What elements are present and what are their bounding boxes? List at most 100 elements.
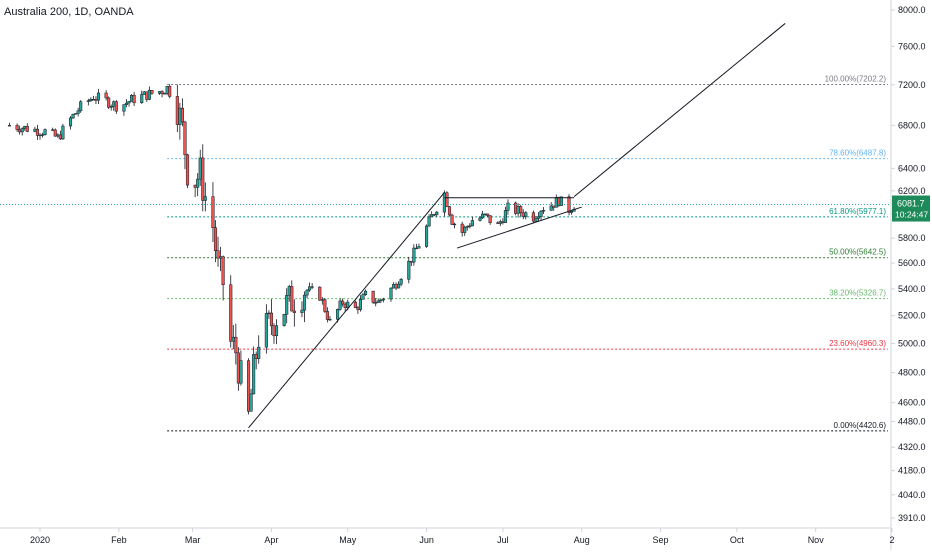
y-tick-label: 4040.0 xyxy=(898,490,926,500)
candle-body xyxy=(539,210,543,217)
candle-body xyxy=(79,101,83,112)
trendline-support xyxy=(248,192,445,429)
chart-title: Australia 200, 1D, OANDA xyxy=(4,6,134,18)
candle-body xyxy=(399,279,403,285)
x-tick-label: 2 xyxy=(889,535,894,545)
candle-body xyxy=(53,129,57,137)
x-tick-label: Nov xyxy=(808,535,825,545)
candle-body xyxy=(356,307,360,310)
x-tick-label: Oct xyxy=(730,535,745,545)
candle-body xyxy=(569,211,574,213)
candle-body xyxy=(361,294,365,300)
candle-body xyxy=(38,134,42,137)
candle-body xyxy=(463,226,467,233)
candle-body xyxy=(157,91,162,94)
candle-body xyxy=(43,129,47,135)
candle-body xyxy=(465,226,469,228)
candle-body xyxy=(178,107,182,125)
candle-body xyxy=(198,157,202,180)
y-tick-label: 6800.0 xyxy=(898,120,926,130)
candle-body xyxy=(450,214,454,225)
candle-body xyxy=(94,99,98,101)
candle-body xyxy=(442,192,446,213)
candle-body xyxy=(175,96,179,125)
candle-body xyxy=(427,216,431,227)
candle-body xyxy=(308,286,312,291)
candle-body xyxy=(211,196,215,228)
candle-body xyxy=(336,309,340,320)
candle-body xyxy=(91,99,95,101)
candle-body xyxy=(203,196,207,201)
candle-body xyxy=(486,213,490,216)
y-tick-label: 5000.0 xyxy=(898,339,926,349)
candle-body xyxy=(445,192,449,207)
candle-body xyxy=(412,247,416,263)
x-tick-label: Jun xyxy=(419,535,434,545)
candle-body xyxy=(498,221,502,224)
x-tick-label: Sep xyxy=(653,535,669,545)
y-tick-label: 3910.0 xyxy=(898,513,926,523)
candle-body xyxy=(389,287,393,300)
candle-body xyxy=(124,102,129,105)
candle-body xyxy=(376,300,380,303)
candle-body xyxy=(559,196,563,206)
candle-body xyxy=(221,256,225,285)
candle-body xyxy=(414,247,418,250)
candle-body xyxy=(150,90,154,94)
candle-body xyxy=(302,294,307,311)
candle-body xyxy=(249,393,253,412)
candle-body xyxy=(239,360,243,384)
y-tick-label: 4480.0 xyxy=(898,416,926,426)
candle-body xyxy=(425,225,429,247)
y-tick-label: 8000.0 xyxy=(898,5,926,15)
fib-level-label: 50.00%(5642.5) xyxy=(829,248,886,257)
y-tick-label: 6400.0 xyxy=(898,163,926,173)
candle-body xyxy=(519,206,523,214)
candle-body xyxy=(554,197,558,208)
candle-body xyxy=(432,214,436,216)
last-price-badge xyxy=(892,195,930,222)
candle-body xyxy=(213,227,218,252)
candle-body xyxy=(305,289,309,296)
candle-body xyxy=(168,86,172,97)
candle-body xyxy=(61,125,65,140)
fib-level-label: 23.60%(4960.3) xyxy=(829,339,886,348)
candle-body xyxy=(15,125,19,130)
candle-body xyxy=(503,210,507,223)
candle-body xyxy=(524,212,528,217)
candle-body xyxy=(160,91,164,95)
candle-body xyxy=(417,246,421,249)
candle-body xyxy=(114,101,118,112)
candle-body xyxy=(325,311,329,320)
y-tick-label: 4800.0 xyxy=(898,367,926,377)
candle-body xyxy=(285,295,289,315)
candle-body xyxy=(180,107,184,123)
candle-body xyxy=(33,128,37,132)
candle-body xyxy=(122,104,126,112)
candle-body xyxy=(496,222,500,224)
candle-body xyxy=(470,220,474,227)
x-tick-label: May xyxy=(339,535,357,545)
candle-body xyxy=(163,93,167,95)
candle-body xyxy=(254,354,258,359)
candle-body xyxy=(127,101,131,104)
candle-body xyxy=(542,210,546,212)
candle-body xyxy=(346,301,350,309)
candle-body xyxy=(460,223,464,233)
candle-body xyxy=(132,94,136,104)
candle-body xyxy=(20,128,24,133)
candle-body xyxy=(567,196,571,213)
y-tick-label: 5400.0 xyxy=(898,284,926,294)
candle-body xyxy=(287,286,291,296)
fib-level-label: 100.00%(7202.2) xyxy=(825,75,887,84)
candle-body xyxy=(272,325,276,337)
candle-body xyxy=(318,286,322,301)
candle-body xyxy=(112,101,116,107)
candle-body xyxy=(453,223,457,226)
candle-body xyxy=(40,134,45,136)
candle-body xyxy=(447,206,452,216)
candle-body xyxy=(76,110,80,114)
